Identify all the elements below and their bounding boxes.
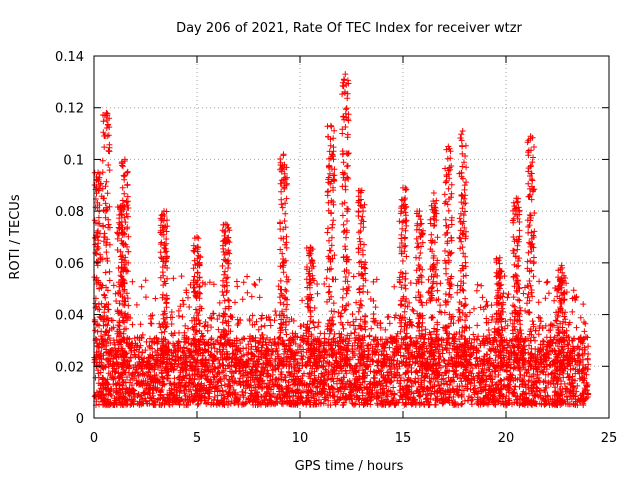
y-tick-label: 0.06 — [55, 257, 84, 272]
x-tick-label: 0 — [90, 431, 98, 446]
x-tick-label: 20 — [498, 431, 515, 446]
roti-points — [91, 71, 592, 409]
x-tick-label: 10 — [292, 431, 309, 446]
plot-frame — [93, 55, 610, 419]
y-tick-label: 0.14 — [55, 50, 84, 65]
data-points — [91, 71, 592, 409]
x-tick-label: 25 — [601, 431, 618, 446]
y-axis-label: ROTI / TECUs — [8, 194, 23, 279]
x-tick-label: 5 — [193, 431, 201, 446]
chart-title: Day 206 of 2021, Rate Of TEC Index for r… — [176, 21, 522, 36]
x-axis-label: GPS time / hours — [295, 459, 404, 474]
x-tick-label: 15 — [395, 431, 412, 446]
y-tick-label: 0 — [76, 412, 84, 427]
y-tick-label: 0.1 — [63, 153, 84, 168]
axis-ticks: 0 0.02 0.04 0.06 0.08 0.1 0.12 0.14 0 5 10 15 20 25 — [55, 50, 617, 446]
y-tick-label: 0.02 — [55, 360, 84, 375]
y-tick-label: 0.04 — [55, 309, 84, 324]
y-tick-label: 0.08 — [55, 205, 84, 220]
y-tick-label: 0.12 — [55, 102, 84, 117]
